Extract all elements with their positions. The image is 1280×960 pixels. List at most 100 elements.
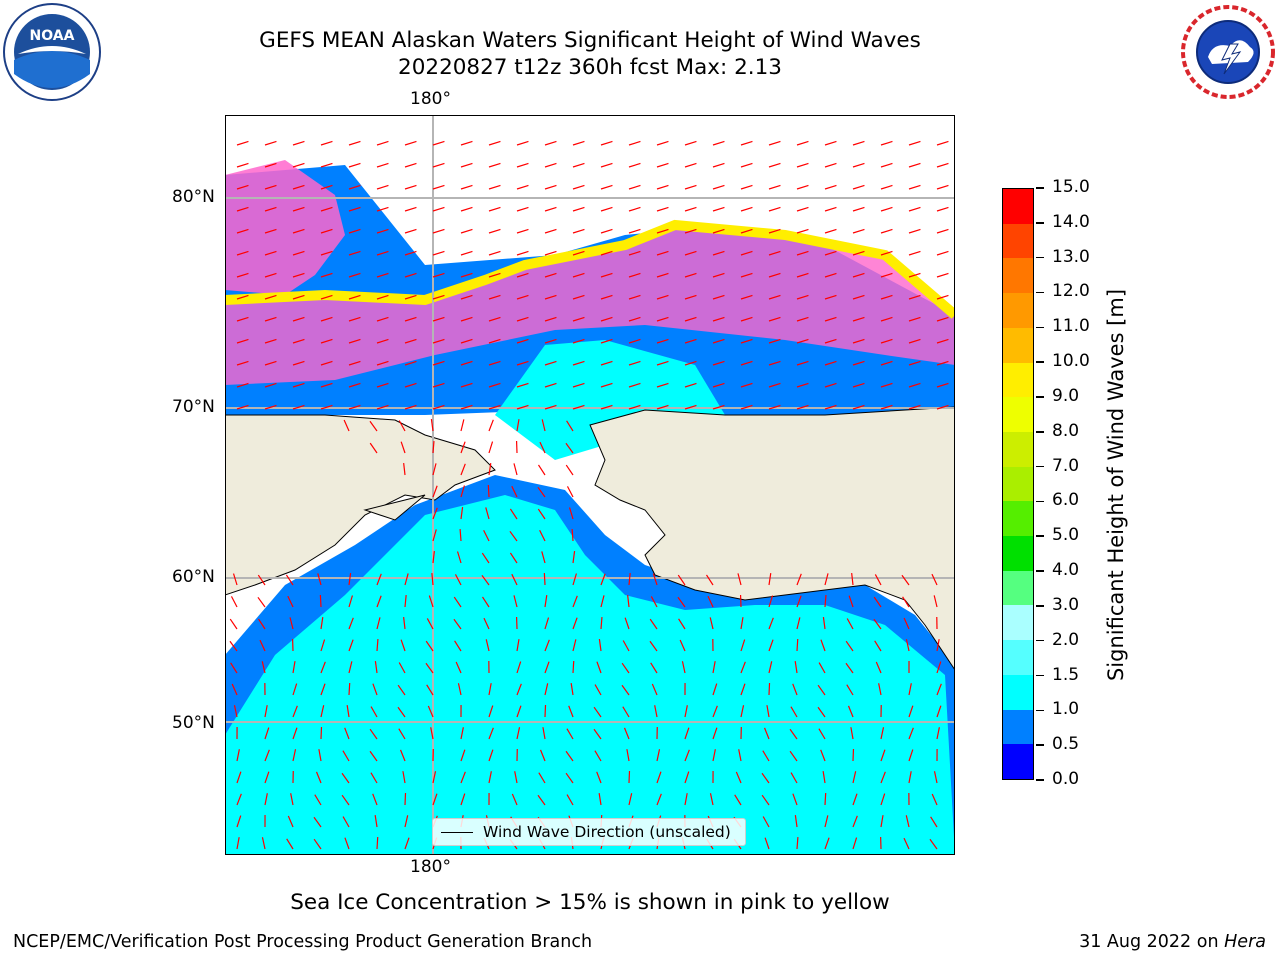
wave-arrow [264,272,277,278]
wave-arrow [936,338,949,344]
wave-arrow [348,360,361,366]
wave-arrow [796,617,801,630]
colorbar-segment [1003,431,1033,467]
wave-arrow [570,683,574,696]
wave-arrow [768,360,781,366]
wave-arrow [656,749,661,762]
wave-arrow [229,640,238,652]
wave-arrow [544,272,557,278]
wave-arrow [794,815,798,828]
wave-arrow [768,639,774,652]
wave-arrow [768,206,781,212]
colorbar-tick-label: 1.5 [1052,664,1080,685]
wave-arrow [341,772,350,784]
wave-arrow [846,684,854,696]
wave-arrow [292,404,305,410]
wave-arrow [768,338,781,344]
wave-arrow [488,272,501,278]
wave-arrow [320,162,333,168]
wave-arrow [460,727,464,740]
wave-arrow [624,617,630,630]
colorbar-tick [1036,570,1044,572]
wave-arrow [600,294,613,300]
wave-arrow [403,617,406,630]
wave-arrow [432,793,438,806]
wave-arrow [848,595,854,608]
wave-arrow [544,184,557,190]
wave-arrow [762,816,770,828]
wave-arrow [936,705,942,718]
wave-arrow [600,573,606,586]
wave-arrow [453,618,462,630]
wave-arrow [572,338,585,344]
wave-arrow [936,360,949,366]
colorbar-tick [1036,222,1044,224]
wave-arrow [376,404,389,410]
wave-arrow [376,250,389,256]
wave-arrow [432,162,445,168]
wave-arrow [456,551,462,564]
wave-arrow [852,316,865,322]
alaska-wave-map [225,115,955,855]
wave-arrow [684,705,688,718]
wave-arrow [292,140,305,146]
wave-arrow [488,250,501,256]
wave-arrow [656,382,669,388]
wave-arrow [768,404,781,410]
wave-arrow [454,574,462,586]
wave-arrow [824,338,837,344]
wave-arrow [651,683,658,696]
wave-arrow [481,596,490,608]
wave-arrow [824,594,827,608]
wave-arrow [369,442,378,454]
wave-arrow [681,661,686,674]
wave-arrow [880,162,893,168]
wave-arrow [817,706,826,718]
wave-arrow [908,683,912,696]
wave-arrow [824,250,837,256]
wave-arrow [292,184,305,190]
sea-ice-note: Sea Ice Concentration > 15% is shown in … [290,890,890,915]
wave-arrow [236,793,242,806]
wave-arrow [712,404,725,410]
wave-arrow [426,684,434,696]
land-mass [225,406,955,671]
wave-arrow [656,338,669,344]
wave-arrow [432,463,437,476]
wave-arrow [712,661,716,674]
wave-arrow [236,184,249,190]
wave-arrow [404,206,417,212]
wave-arrow [432,485,438,498]
wave-arrow [544,162,557,168]
wave-arrow [236,250,249,256]
wave-arrow [572,162,585,168]
wave-arrow [236,338,249,344]
wave-arrow [404,162,417,168]
wave-arrow [432,250,445,256]
wave-arrow [600,404,613,410]
wave-arrow [712,382,725,388]
colorbar-segment [1003,570,1033,606]
wave-arrow [880,749,886,762]
wave-arrow [596,771,602,784]
wave-arrow [628,140,641,146]
wave-arrow [600,184,613,190]
wave-arrow [656,250,669,256]
colorbar-tick [1036,709,1044,712]
wave-arrow [516,140,529,146]
wave-arrow [565,750,574,762]
wave-arrow [376,360,389,366]
wave-arrow [460,404,473,410]
wave-arrow [852,338,865,344]
wave-arrow [908,771,912,784]
wave-arrow [292,162,305,168]
wave-arrow [712,184,725,190]
colorbar-tick-label: 0.5 [1052,734,1080,755]
wave-arrow [738,749,742,762]
wave-arrow [376,162,389,168]
wave-arrow [376,294,389,300]
wave-arrow [348,617,354,630]
wave-arrow [400,441,406,454]
wave-arrow [369,728,378,740]
wave-arrow [454,640,462,652]
